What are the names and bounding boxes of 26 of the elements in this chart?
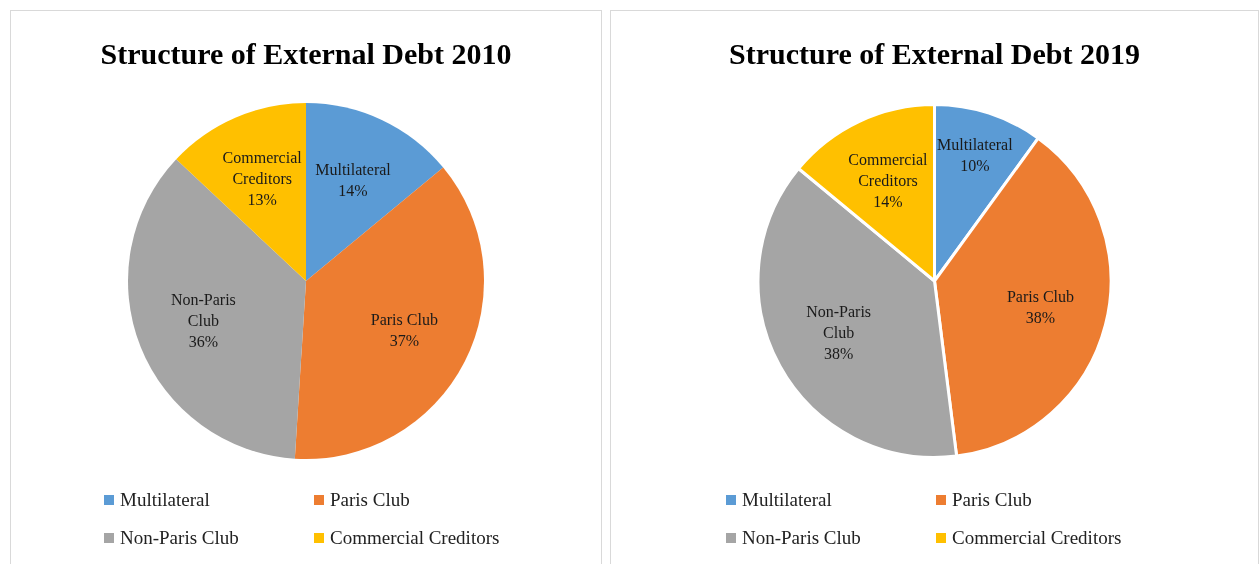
data-label: 10% — [960, 157, 990, 175]
data-label: 13% — [247, 190, 277, 208]
legend-label: Non-Paris Club — [119, 527, 240, 549]
chart-title: Structure of External Debt 2019 — [727, 37, 1142, 71]
legend-label: Multilateral — [741, 489, 833, 511]
legend-label: Multilateral — [119, 489, 211, 511]
slice-label: Multilateral — [315, 160, 392, 178]
data-label: 38% — [823, 344, 854, 362]
slice-label: Commercial Creditors — [222, 148, 303, 187]
slice-label: Commercial Creditors — [848, 151, 928, 190]
slice-label: Non-Paris Club — [170, 290, 236, 329]
legend-label: Commercial Creditors — [329, 527, 501, 549]
data-label: 36% — [188, 332, 219, 350]
chart-title: Structure of External Debt 2010 — [99, 37, 513, 71]
data-label: 37% — [389, 331, 419, 349]
legend-label: Non-Paris Club — [741, 527, 862, 549]
data-label: 14% — [873, 193, 903, 211]
legend-label: Paris Club — [329, 489, 411, 511]
legend-label: Commercial Creditors — [951, 527, 1123, 549]
data-label: 14% — [338, 181, 368, 199]
data-label: 38% — [1025, 308, 1056, 326]
slice-label: Paris Club — [1006, 287, 1075, 305]
legend-label: Paris Club — [951, 489, 1033, 511]
slice-label: Multilateral — [937, 136, 1014, 154]
slice-label: Non-Paris Club — [806, 302, 872, 341]
slice-label: Paris Club — [370, 310, 438, 328]
